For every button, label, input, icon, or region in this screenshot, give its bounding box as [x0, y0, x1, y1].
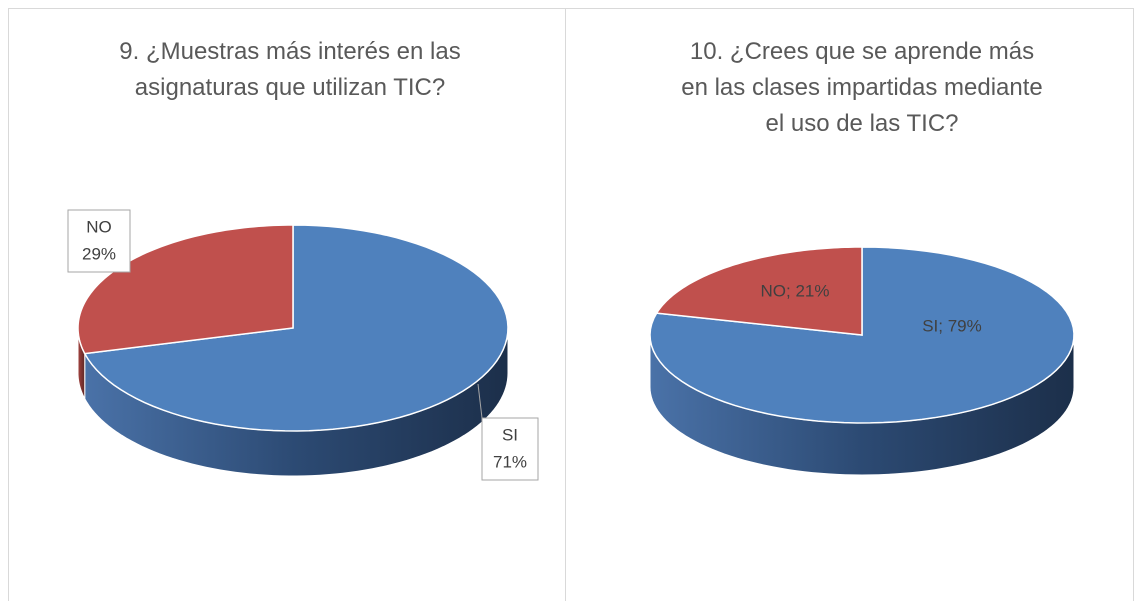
outer-border: [8, 8, 1134, 601]
chart-title: 10. ¿Crees que se aprende más en las cla…: [681, 38, 1043, 137]
data-label: SI; 79%: [922, 316, 982, 335]
data-label: NO; 21%: [761, 281, 830, 300]
slice: [649, 246, 1075, 424]
label-box: [481, 417, 539, 481]
leader-line: [477, 383, 483, 419]
data-label: 29%: [82, 244, 116, 263]
slice: [83, 224, 509, 432]
chart-title: 9. ¿Muestras más interés en las asignatu…: [119, 38, 461, 101]
data-label: 71%: [493, 452, 527, 471]
category-label: SI: [502, 425, 518, 444]
label-box: [67, 209, 131, 273]
category-label: NO: [86, 217, 112, 236]
slice: [655, 246, 863, 336]
